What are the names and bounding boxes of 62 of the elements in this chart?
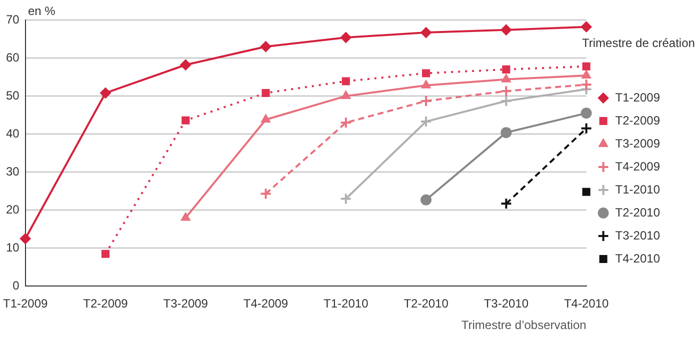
point — [421, 80, 431, 88]
point — [581, 70, 592, 79]
point — [180, 59, 192, 70]
point — [262, 88, 270, 98]
point — [341, 90, 351, 100]
x-tick-label: T4-2009 — [243, 296, 288, 311]
x-tick-label: T1-2009 — [2, 296, 48, 311]
point — [501, 74, 511, 82]
point — [500, 95, 512, 107]
point — [420, 194, 432, 206]
point — [342, 77, 350, 86]
point — [20, 233, 31, 244]
legend-label: T4-2009 — [615, 159, 660, 174]
x-tick-label: T1-2010 — [324, 296, 369, 311]
point — [500, 24, 512, 36]
point — [260, 188, 272, 200]
point — [582, 188, 590, 196]
point — [580, 108, 592, 119]
y-tick-label: 70 — [6, 12, 20, 26]
point — [101, 250, 110, 258]
y-tick-label: 60 — [6, 50, 20, 64]
legend-label: T3-2010 — [615, 228, 660, 242]
point — [500, 198, 512, 210]
point — [340, 192, 352, 205]
y-tick-label: 40 — [6, 126, 20, 140]
legend-label: T1-2009 — [615, 90, 660, 104]
point — [340, 116, 352, 129]
point — [580, 21, 592, 32]
point — [180, 212, 190, 221]
point — [340, 32, 352, 43]
legend-label: T2-2010 — [615, 205, 660, 220]
legend-label: T3-2009 — [615, 136, 660, 150]
point — [500, 127, 512, 138]
point — [502, 65, 510, 74]
x-tick-label: T3-2009 — [163, 296, 208, 311]
point — [182, 116, 190, 124]
x-tick-label: T2-2009 — [83, 296, 128, 311]
point — [260, 41, 272, 52]
legend-label: T1-2010 — [615, 182, 660, 196]
x-tick-label: T2-2010 — [404, 296, 449, 311]
y-tick-label: 50 — [6, 88, 20, 102]
point — [420, 95, 432, 107]
x-tick-label: T3-2010 — [484, 296, 529, 311]
y-tick-label: 30 — [6, 164, 20, 178]
y-tick-label: 10 — [6, 240, 20, 254]
y-axis-title: en % — [28, 4, 56, 18]
legend-label: T2-2009 — [615, 113, 660, 128]
x-tick-label: T4-2010 — [564, 296, 609, 311]
point — [420, 27, 432, 38]
point — [260, 114, 271, 123]
legend-title: Trimestre de création — [582, 36, 695, 50]
y-tick-label: 0 — [12, 278, 20, 293]
y-tick-label: 20 — [6, 202, 20, 216]
point — [420, 116, 432, 128]
legend-label: T4-2010 — [615, 251, 660, 266]
point — [580, 122, 592, 134]
point — [582, 62, 590, 70]
point — [580, 78, 592, 91]
point — [100, 88, 111, 99]
point — [500, 85, 512, 98]
x-axis-title: Trimestre d’observation — [461, 318, 586, 332]
point — [422, 69, 430, 78]
